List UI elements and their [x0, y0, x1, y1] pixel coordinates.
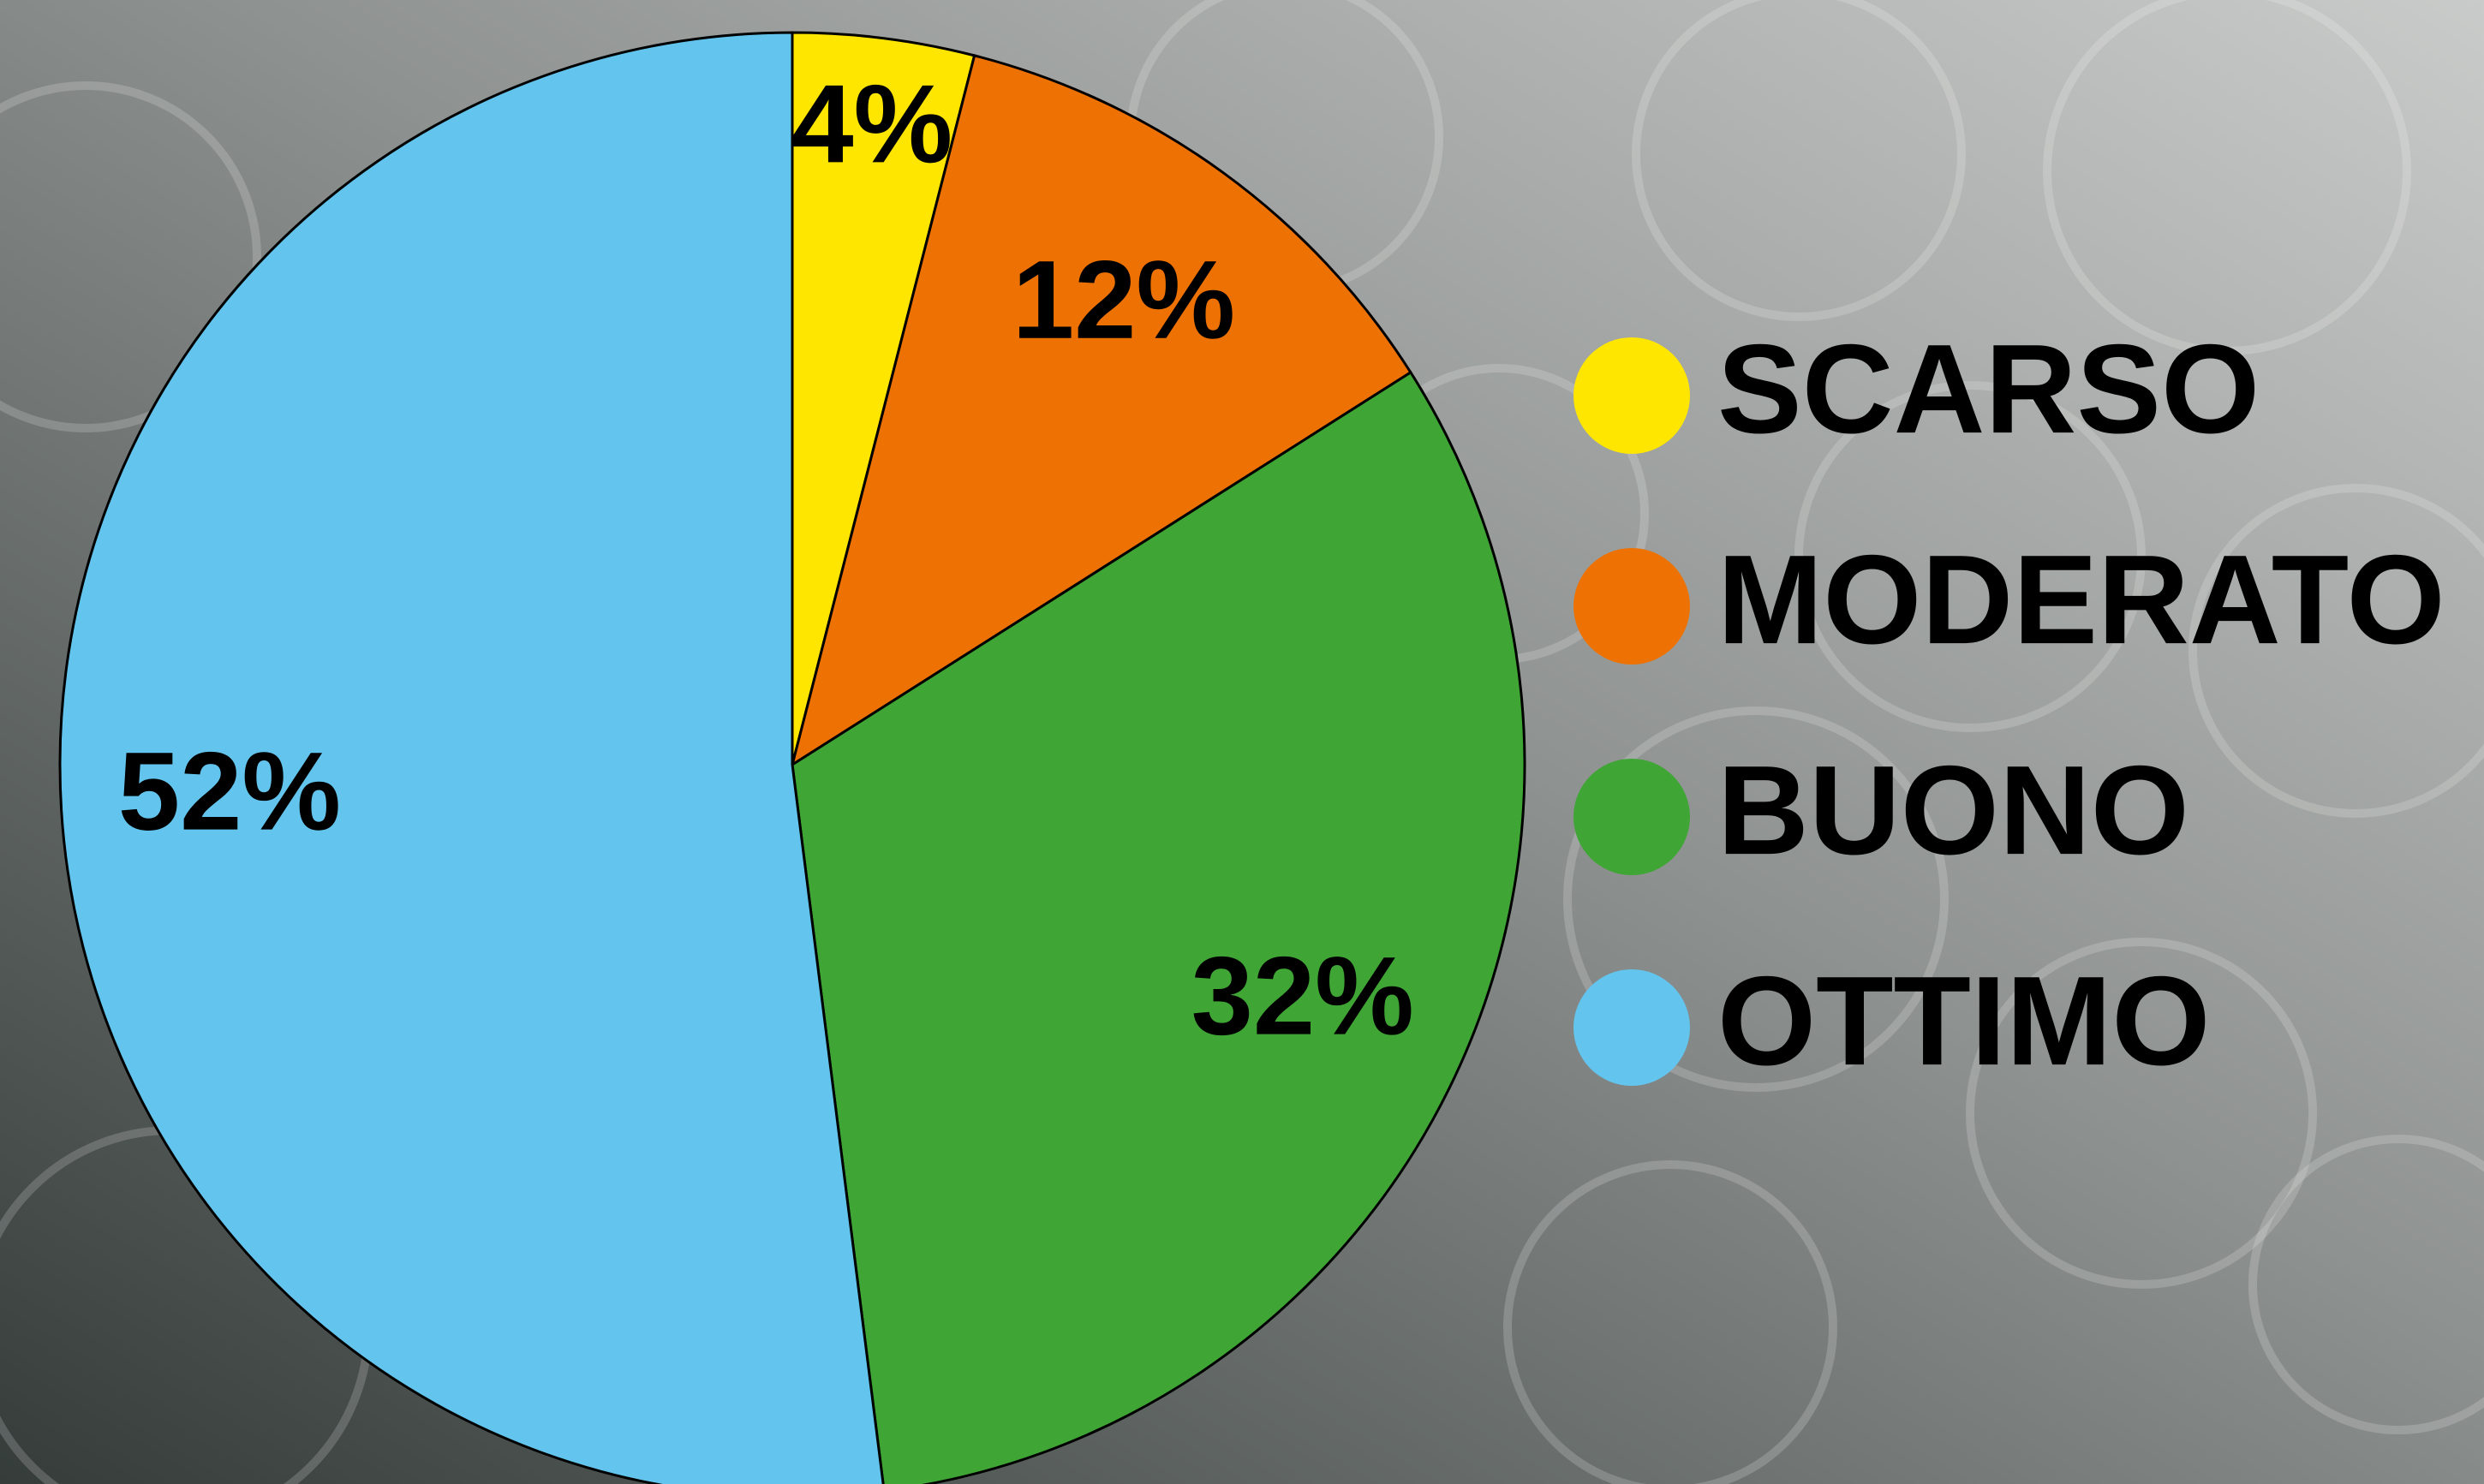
pie: 4% 12% 32% 52%	[60, 33, 1525, 1484]
slice-label: 4%	[791, 61, 952, 186]
slice-label: 52%	[118, 729, 341, 854]
legend-label: BUONO	[1717, 740, 2189, 881]
slice-label: 32%	[1191, 933, 1414, 1058]
slice-label: 12%	[1012, 237, 1235, 362]
legend-label: MODERATO	[1717, 529, 2445, 670]
legend-swatch	[1573, 337, 1690, 454]
legend-swatch	[1573, 969, 1690, 1086]
chart: 4% 12% 32% 52% SCARSO MODERATO BUONO OTTIMO	[0, 0, 2484, 1484]
legend-swatch	[1573, 548, 1690, 665]
page: 4%12%32%52% SCARSOMODERATOBUONOOTTIMO ((…	[0, 0, 2484, 1484]
legend-label: OTTIMO	[1717, 951, 2210, 1092]
legend-swatch	[1573, 759, 1690, 875]
legend-label: SCARSO	[1717, 319, 2260, 460]
